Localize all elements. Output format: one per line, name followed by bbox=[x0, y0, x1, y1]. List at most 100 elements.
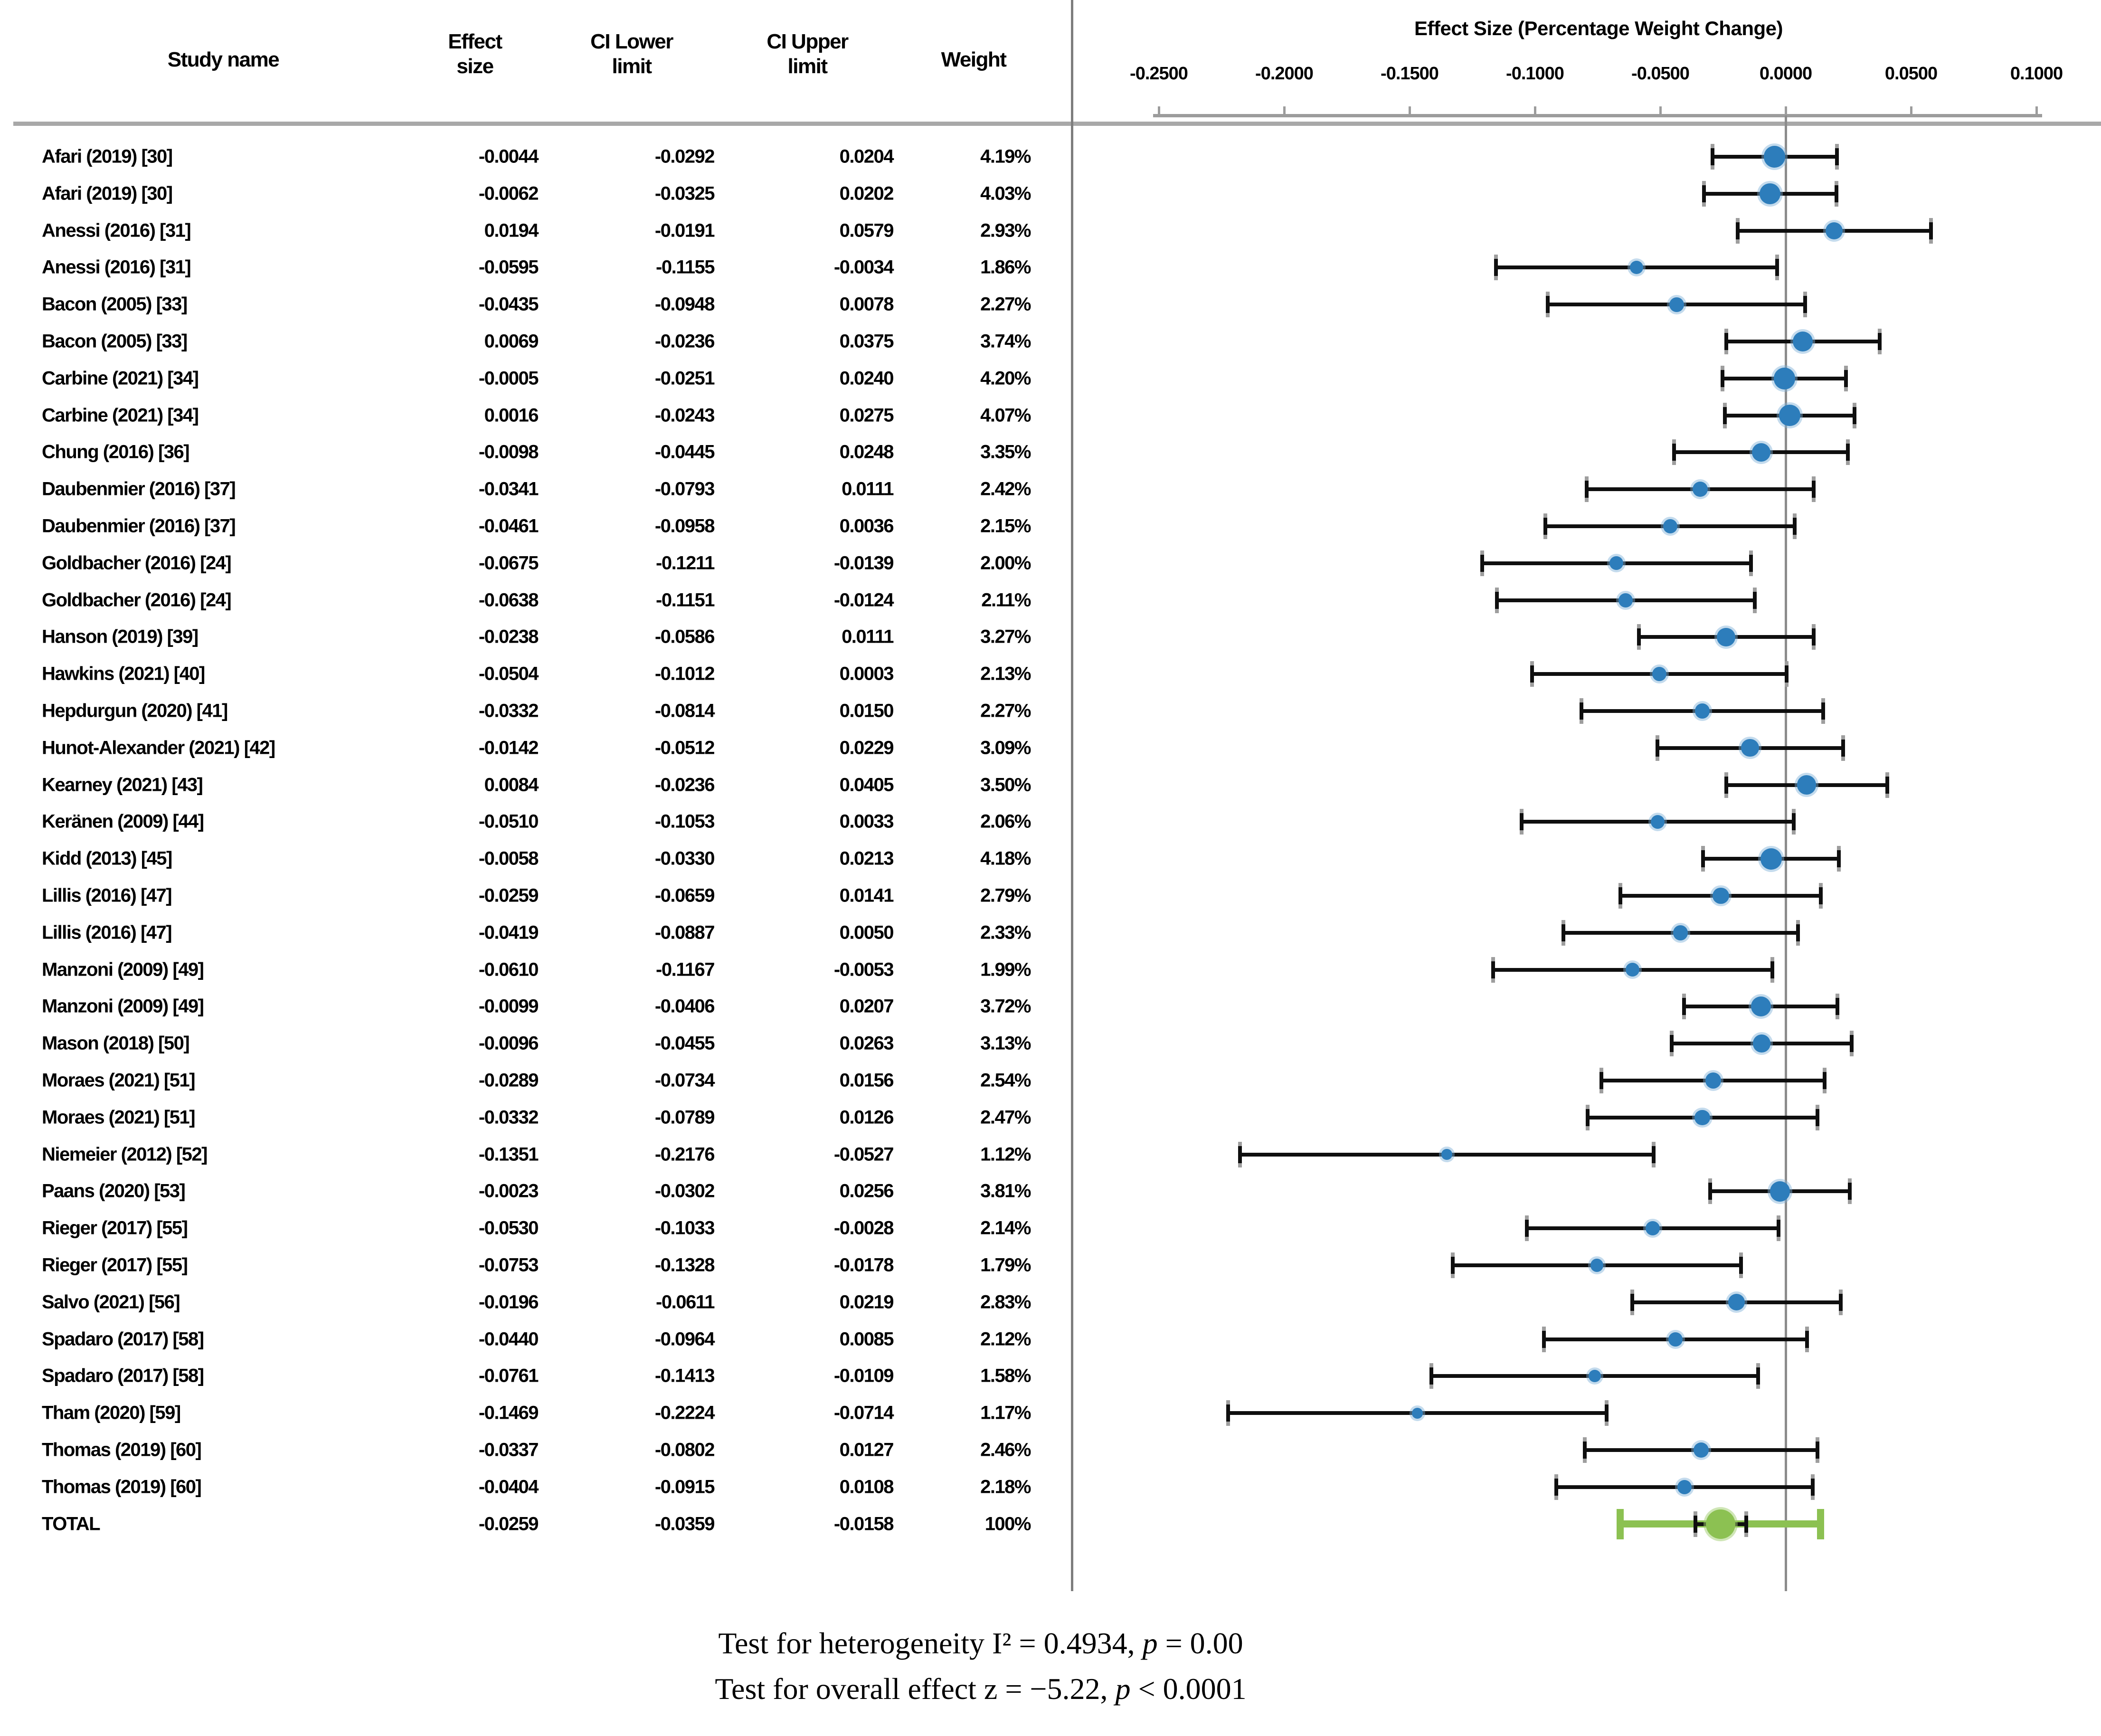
error-bar-cap-right bbox=[1811, 1474, 1815, 1500]
study-name-cell: Goldbacher (2016) [24] bbox=[42, 589, 232, 611]
ci-lower-cell: -0.2224 bbox=[654, 1402, 715, 1423]
error-bar-cap-left bbox=[1546, 292, 1550, 318]
error-bar-cap-left bbox=[1520, 809, 1524, 835]
table-row: Bacon (2005) [33] 0.0069 -0.0236 0.0375 3.74… bbox=[0, 323, 1069, 360]
ci-upper-cell: -0.0158 bbox=[833, 1513, 894, 1535]
effect-size-cell: 0.0016 bbox=[484, 405, 539, 426]
ci-upper-cell: 0.0207 bbox=[839, 996, 894, 1017]
effect-size-marker bbox=[1741, 739, 1759, 757]
ci-upper-cell: 0.0150 bbox=[839, 700, 894, 721]
ci-upper-cell: 0.0111 bbox=[842, 626, 894, 647]
ci-upper-cell: 0.0275 bbox=[839, 405, 894, 426]
effect-size-cell: -0.0259 bbox=[478, 885, 539, 906]
error-bar-cap-left bbox=[1586, 1104, 1590, 1130]
effect-size-cell: -0.0044 bbox=[478, 146, 539, 167]
ci-upper-cell: -0.0139 bbox=[833, 552, 894, 574]
column-header-study-name: Study name bbox=[167, 48, 280, 71]
weight-cell: 2.27% bbox=[980, 294, 1031, 315]
error-bar-cap-right bbox=[1848, 1178, 1852, 1205]
table-row: Tham (2020) [59] -0.1469 -0.2224 -0.0714 1.1… bbox=[0, 1394, 1069, 1432]
weight-cell: 4.20% bbox=[980, 368, 1031, 389]
effect-size-marker bbox=[1712, 887, 1729, 904]
error-bar-cap-left bbox=[1542, 1326, 1546, 1352]
ci-upper-cell: -0.0109 bbox=[833, 1365, 894, 1386]
ci-upper-cell: -0.0028 bbox=[833, 1217, 894, 1239]
error-bar-cap-left bbox=[1238, 1141, 1242, 1167]
error-bar-cap-left bbox=[1530, 661, 1534, 687]
effect-size-cell: -0.1469 bbox=[478, 1402, 539, 1423]
effect-size-marker bbox=[1751, 996, 1771, 1017]
table-row: Thomas (2019) [60] -0.0337 -0.0802 0.0127 2.… bbox=[0, 1432, 1069, 1469]
error-bar-cap-right bbox=[1775, 255, 1779, 281]
effect-size-marker bbox=[1663, 519, 1677, 534]
error-bar-cap-right bbox=[1756, 1363, 1760, 1389]
error-bar-cap-left bbox=[1630, 1289, 1635, 1315]
error-bar-cap-right bbox=[1784, 661, 1789, 687]
error-bar-cap-right bbox=[1803, 292, 1808, 318]
study-name-cell: Afari (2019) [30] bbox=[42, 146, 173, 167]
study-name-cell: Rieger (2017) [55] bbox=[42, 1254, 188, 1276]
study-name-cell: Bacon (2005) [33] bbox=[42, 331, 188, 352]
effect-size-marker bbox=[1751, 443, 1770, 462]
error-bar-cap-right bbox=[1605, 1400, 1609, 1426]
ci-upper-cell: 0.0375 bbox=[839, 331, 894, 352]
table-row: Hanson (2019) [39] -0.0238 -0.0586 0.0111 3.… bbox=[0, 618, 1069, 655]
error-bar-cap-left bbox=[1637, 624, 1641, 650]
effect-size-cell: -0.0610 bbox=[478, 959, 539, 980]
ci-lower-cell: -0.0243 bbox=[654, 405, 715, 426]
effect-size-cell: -0.0510 bbox=[478, 811, 539, 832]
weight-cell: 3.09% bbox=[980, 737, 1031, 759]
ci-lower-cell: -0.0802 bbox=[654, 1439, 715, 1461]
axis-tick-label: -0.1500 bbox=[1381, 64, 1439, 84]
error-bar-cap-left bbox=[1618, 883, 1623, 909]
ci-upper-cell: 0.0248 bbox=[839, 441, 894, 463]
effect-size-marker bbox=[1752, 1034, 1771, 1053]
effect-size-cell: -0.0058 bbox=[478, 848, 539, 869]
ci-lower-cell: -0.0302 bbox=[654, 1180, 715, 1202]
effect-size-marker bbox=[1590, 1259, 1604, 1272]
ci-upper-cell: 0.0229 bbox=[839, 737, 894, 759]
weight-cell: 1.17% bbox=[980, 1402, 1031, 1423]
study-name-cell: Carbine (2021) [34] bbox=[42, 368, 199, 389]
error-bar-cap-left bbox=[1494, 255, 1498, 281]
axis-tick-mark bbox=[1408, 106, 1411, 114]
error-bar-cap-left bbox=[1450, 1252, 1455, 1278]
total-interval-cap-left bbox=[1617, 1508, 1624, 1539]
axis-tick-label: 0.0000 bbox=[1759, 64, 1812, 84]
weight-cell: 2.47% bbox=[980, 1107, 1031, 1128]
table-row: Rieger (2017) [55] -0.0530 -0.1033 -0.0028 2… bbox=[0, 1210, 1069, 1247]
effect-size-cell: -0.0595 bbox=[478, 256, 539, 278]
ci-lower-cell: -0.1328 bbox=[654, 1254, 715, 1276]
weight-cell: 1.79% bbox=[980, 1254, 1031, 1276]
effect-size-marker bbox=[1668, 1332, 1683, 1347]
table-row: Salvo (2021) [56] -0.0196 -0.0611 0.0219 2.8… bbox=[0, 1284, 1069, 1321]
study-name-cell: Thomas (2019) [60] bbox=[42, 1439, 202, 1461]
effect-size-cell: -0.0259 bbox=[478, 1513, 539, 1535]
error-bar-cap-right bbox=[1837, 846, 1841, 872]
ci-upper-cell: 0.0078 bbox=[839, 294, 894, 315]
weight-cell: 2.11% bbox=[981, 589, 1031, 611]
ci-lower-cell: -0.0915 bbox=[654, 1476, 715, 1498]
error-bar-cap-right bbox=[1749, 550, 1753, 576]
study-name-cell: Lillis (2016) [47] bbox=[42, 885, 172, 906]
error-bar-cap-right bbox=[1819, 883, 1823, 909]
ci-upper-cell: 0.0204 bbox=[839, 146, 894, 167]
study-name-cell: Kearney (2021) [43] bbox=[42, 774, 203, 796]
weight-cell: 4.07% bbox=[980, 405, 1031, 426]
error-bar-cap-right bbox=[1853, 402, 1857, 428]
axis-tick-label: 0.0500 bbox=[1884, 64, 1938, 84]
effect-size-marker bbox=[1760, 183, 1781, 204]
axis-tick-mark bbox=[2035, 106, 2038, 114]
weight-cell: 2.15% bbox=[980, 515, 1031, 537]
total-table-row: TOTAL -0.0259 -0.0359 -0.0158 100% bbox=[0, 1506, 1069, 1543]
ci-lower-cell: -0.0611 bbox=[656, 1291, 715, 1313]
error-bar-cap-left bbox=[1669, 1031, 1674, 1057]
study-name-cell: Hanson (2019) [39] bbox=[42, 626, 199, 647]
ci-lower-cell: -0.0659 bbox=[654, 885, 715, 906]
axis-tick-mark bbox=[1910, 106, 1912, 114]
weight-cell: 2.83% bbox=[980, 1291, 1031, 1313]
weight-cell: 3.72% bbox=[980, 996, 1031, 1017]
error-bar-cap-right bbox=[1805, 1326, 1809, 1352]
table-row: Hunot-Alexander (2021) [42] -0.0142 -0.051… bbox=[0, 730, 1069, 767]
weight-cell: 3.13% bbox=[980, 1033, 1031, 1054]
